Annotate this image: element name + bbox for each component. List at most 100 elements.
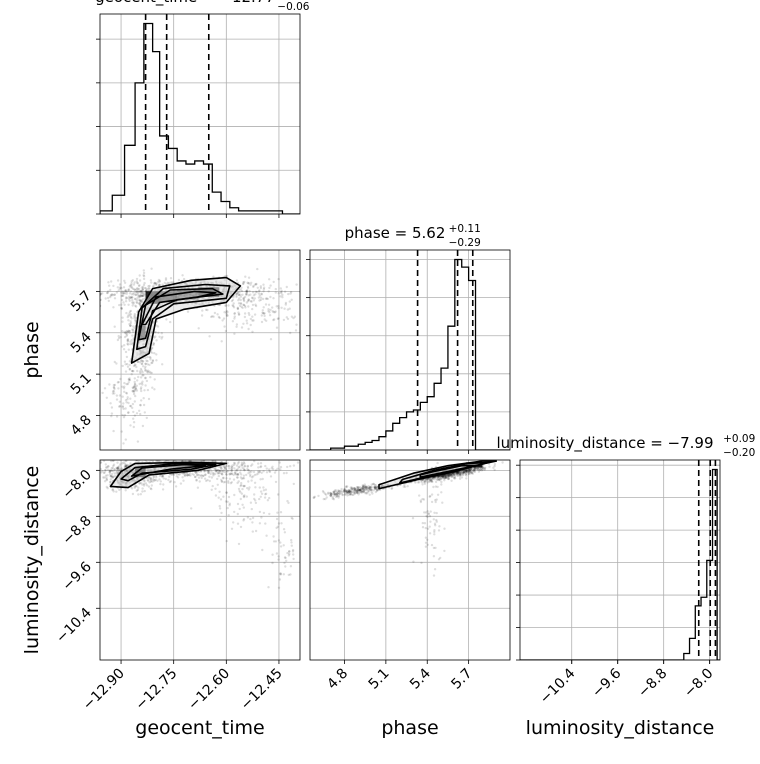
sample-point [333, 490, 336, 493]
sample-point [289, 465, 292, 468]
sample-point [296, 461, 300, 464]
sample-point [210, 488, 213, 491]
sample-point [123, 414, 127, 417]
sample-point [419, 499, 422, 502]
sample-point [143, 480, 146, 483]
sample-point [142, 283, 146, 287]
sample-point [474, 467, 477, 470]
sample-point [446, 473, 450, 476]
sample-point [361, 486, 364, 489]
sample-point [362, 487, 366, 490]
sample-point [448, 473, 452, 476]
sample-point [146, 288, 149, 291]
sample-point [458, 473, 462, 476]
sample-point [473, 470, 477, 473]
sample-point [100, 293, 102, 296]
sample-point [122, 348, 126, 351]
sample-point [453, 477, 457, 480]
sample-point [149, 358, 152, 361]
sample-point [247, 298, 250, 301]
sample-point [100, 467, 102, 471]
sample-point [262, 286, 266, 289]
sample-point [444, 475, 448, 478]
sample-point [338, 492, 342, 495]
axes-frame [309, 249, 511, 451]
sample-point [121, 405, 125, 408]
sample-point [242, 495, 246, 499]
sample-point [374, 486, 377, 489]
sample-point [226, 310, 229, 314]
sample-point [468, 469, 471, 472]
sample-point [242, 282, 245, 285]
sample-point [129, 309, 133, 313]
sample-point [179, 482, 183, 485]
sample-point [139, 301, 142, 304]
sample-point [117, 289, 120, 292]
sample-point [362, 490, 365, 493]
sample-point [430, 478, 433, 481]
sample-point [118, 405, 122, 408]
sample-point [345, 490, 348, 493]
sample-point [133, 400, 136, 403]
sample-point [251, 516, 255, 520]
sample-point [150, 371, 153, 375]
sample-point [222, 477, 225, 480]
sample-point [123, 385, 126, 388]
sample-point [106, 291, 109, 295]
sample-point [363, 486, 366, 489]
sample-point [268, 470, 271, 473]
sample-point [444, 475, 447, 478]
sample-point [473, 468, 477, 471]
sample-point [349, 492, 352, 495]
sample-point [124, 407, 127, 410]
sample-point [254, 303, 257, 306]
sample-point [120, 467, 123, 470]
sample-point [481, 468, 484, 471]
sample-point [124, 289, 128, 293]
sample-point [131, 301, 134, 304]
sample-point [152, 343, 155, 347]
sample-point [128, 453, 130, 455]
sample-point [239, 446, 241, 448]
sample-point [461, 473, 465, 476]
sample-point [207, 469, 210, 473]
sample-point [245, 293, 248, 296]
sample-point [247, 480, 250, 483]
sample-point [280, 522, 283, 525]
sample-point [442, 475, 445, 478]
sample-point [356, 489, 360, 492]
sample-point [142, 403, 146, 407]
sample-point [254, 529, 258, 533]
sample-point [273, 471, 277, 474]
sample-point [233, 463, 236, 466]
sample-point [273, 311, 276, 314]
sample-point [367, 489, 370, 493]
sample-point [429, 478, 432, 482]
sample-point [259, 478, 262, 481]
sample-point [334, 492, 337, 496]
sample-point [249, 501, 253, 504]
sample-point [371, 492, 374, 495]
sample-point [240, 302, 243, 305]
sample-point [250, 470, 253, 473]
sample-point [352, 491, 355, 494]
sample-point [220, 469, 224, 473]
sample-point [158, 478, 161, 481]
sample-point [166, 281, 169, 284]
sample-point [280, 289, 283, 292]
sample-point [123, 335, 127, 339]
sample-point [259, 286, 263, 290]
sample-point [139, 376, 143, 379]
sample-point [239, 302, 242, 305]
sample-point [434, 546, 437, 550]
sample-point [102, 471, 106, 475]
sample-point [235, 452, 237, 454]
sample-point [469, 470, 472, 474]
sample-point [245, 301, 249, 304]
sample-point [129, 296, 132, 299]
sample-point [438, 476, 442, 480]
sample-point [141, 360, 144, 363]
sample-point [112, 476, 115, 479]
sample-point [342, 490, 345, 493]
sample-point [252, 294, 256, 297]
